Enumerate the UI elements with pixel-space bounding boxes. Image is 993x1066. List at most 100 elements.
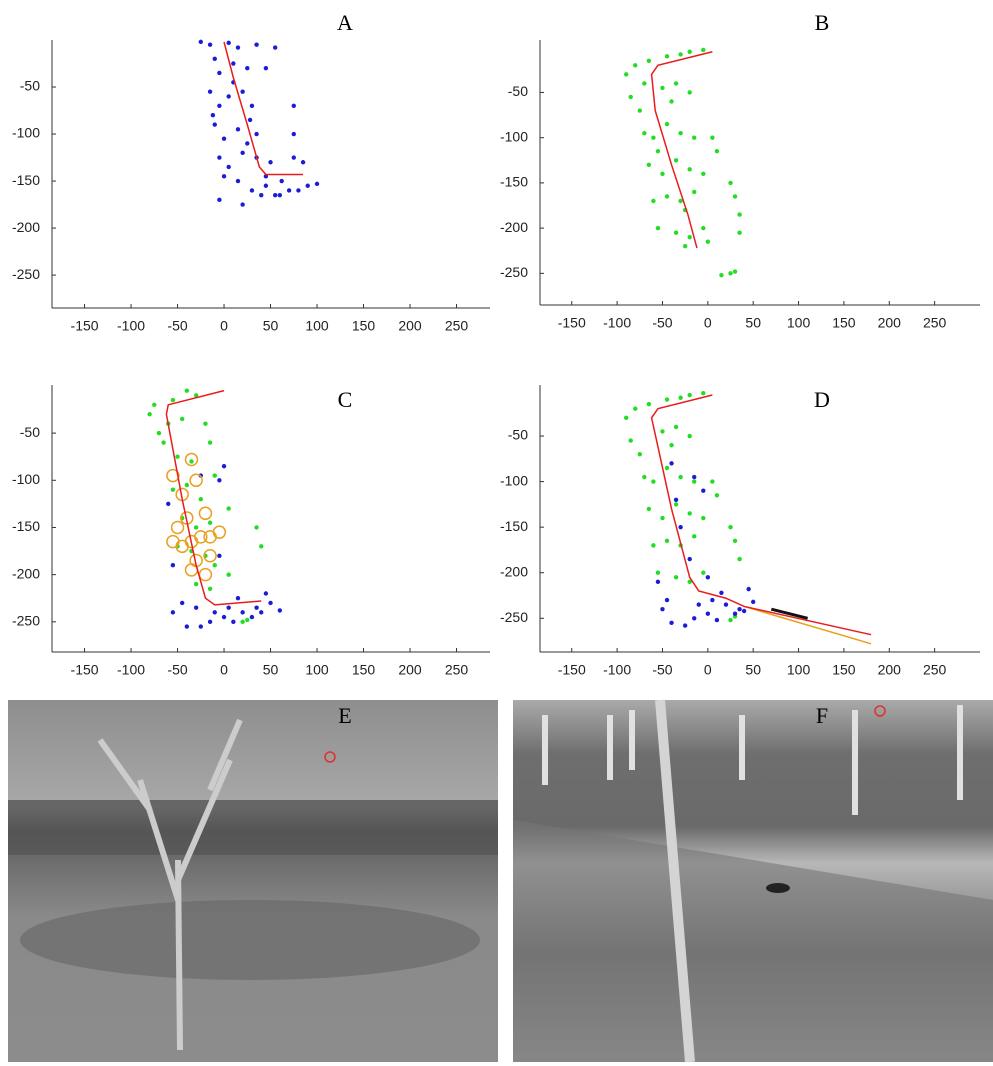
point (696, 602, 701, 607)
x-tick-label: 100 (305, 662, 329, 678)
point (669, 99, 674, 104)
point (263, 174, 269, 179)
point (655, 579, 661, 585)
point (692, 474, 697, 480)
point (687, 90, 692, 95)
point (184, 624, 190, 629)
point (728, 180, 733, 186)
point (212, 56, 217, 62)
y-tick-label: -50 (20, 78, 40, 94)
point (226, 164, 231, 170)
point (279, 178, 284, 184)
point (193, 525, 199, 530)
point (746, 586, 751, 592)
point (277, 608, 283, 613)
point (673, 575, 679, 580)
ring-marker (184, 452, 199, 467)
point (737, 212, 742, 217)
point (651, 543, 656, 548)
point (673, 230, 679, 235)
point (240, 202, 245, 207)
point (723, 602, 729, 607)
y-tick-label: -50 (508, 83, 528, 99)
y-tick-label: -50 (508, 427, 528, 443)
point (705, 611, 711, 616)
point (193, 605, 199, 610)
y-tick-label: -150 (12, 172, 40, 188)
x-tick-label: 50 (745, 662, 761, 678)
y-tick-label: -250 (12, 266, 40, 282)
point (669, 442, 674, 448)
point (701, 47, 706, 53)
point (231, 61, 236, 66)
point (212, 563, 217, 568)
point (249, 614, 255, 620)
point (221, 463, 227, 469)
x-tick-label: 100 (787, 315, 811, 331)
point (263, 183, 269, 188)
trajectory (165, 389, 262, 606)
point (623, 415, 629, 421)
point (296, 188, 301, 193)
y-tick-label: -100 (500, 128, 528, 144)
thermal-image-f (513, 699, 993, 1063)
y-tick-label: -100 (12, 125, 40, 141)
point (623, 72, 629, 77)
point (737, 230, 742, 235)
point (254, 42, 259, 47)
x-tick-label: 50 (263, 318, 279, 334)
x-tick-label: -150 (558, 315, 586, 331)
y-tick-label: -200 (12, 565, 40, 581)
point (682, 244, 688, 249)
point (692, 189, 697, 195)
point (221, 614, 227, 620)
panel-label: E (338, 703, 351, 728)
x-tick-label: 250 (445, 662, 469, 678)
ring-marker (166, 468, 180, 483)
y-tick-label: -250 (500, 609, 528, 625)
point (240, 150, 245, 156)
point (664, 54, 670, 59)
point (156, 430, 162, 436)
point (226, 605, 231, 610)
point (207, 440, 213, 445)
point (705, 239, 711, 244)
point (170, 563, 176, 568)
point (212, 122, 217, 127)
trajectory (223, 41, 304, 176)
point (673, 502, 679, 507)
point (210, 113, 216, 118)
ring-marker (212, 525, 227, 539)
point (221, 174, 227, 179)
point (217, 197, 222, 203)
point (217, 70, 222, 76)
x-tick-label: 0 (220, 662, 228, 678)
point (263, 66, 269, 71)
point (637, 108, 642, 113)
point (259, 610, 264, 615)
point (179, 416, 185, 422)
plot: -150 -100 -50 0 50 100 150 200 250 -50 -100 -150 -20… (500, 10, 980, 331)
point (291, 155, 296, 160)
ring-marker (175, 539, 189, 554)
point (655, 570, 661, 575)
point (245, 66, 250, 71)
trajectory (650, 51, 713, 249)
x-tick-label: -50 (652, 662, 672, 678)
point (235, 596, 241, 601)
point (152, 402, 157, 408)
point (170, 610, 176, 615)
point (212, 610, 217, 615)
ring-marker (194, 530, 208, 544)
point (732, 538, 738, 544)
point (291, 131, 296, 137)
point (701, 515, 706, 521)
point (240, 610, 245, 615)
x-tick-label: -100 (117, 318, 145, 334)
panel-label: F (816, 703, 828, 728)
point (300, 160, 306, 165)
point (166, 501, 171, 507)
point (217, 478, 222, 483)
point (207, 619, 213, 625)
thermal-image-e (8, 700, 498, 1062)
